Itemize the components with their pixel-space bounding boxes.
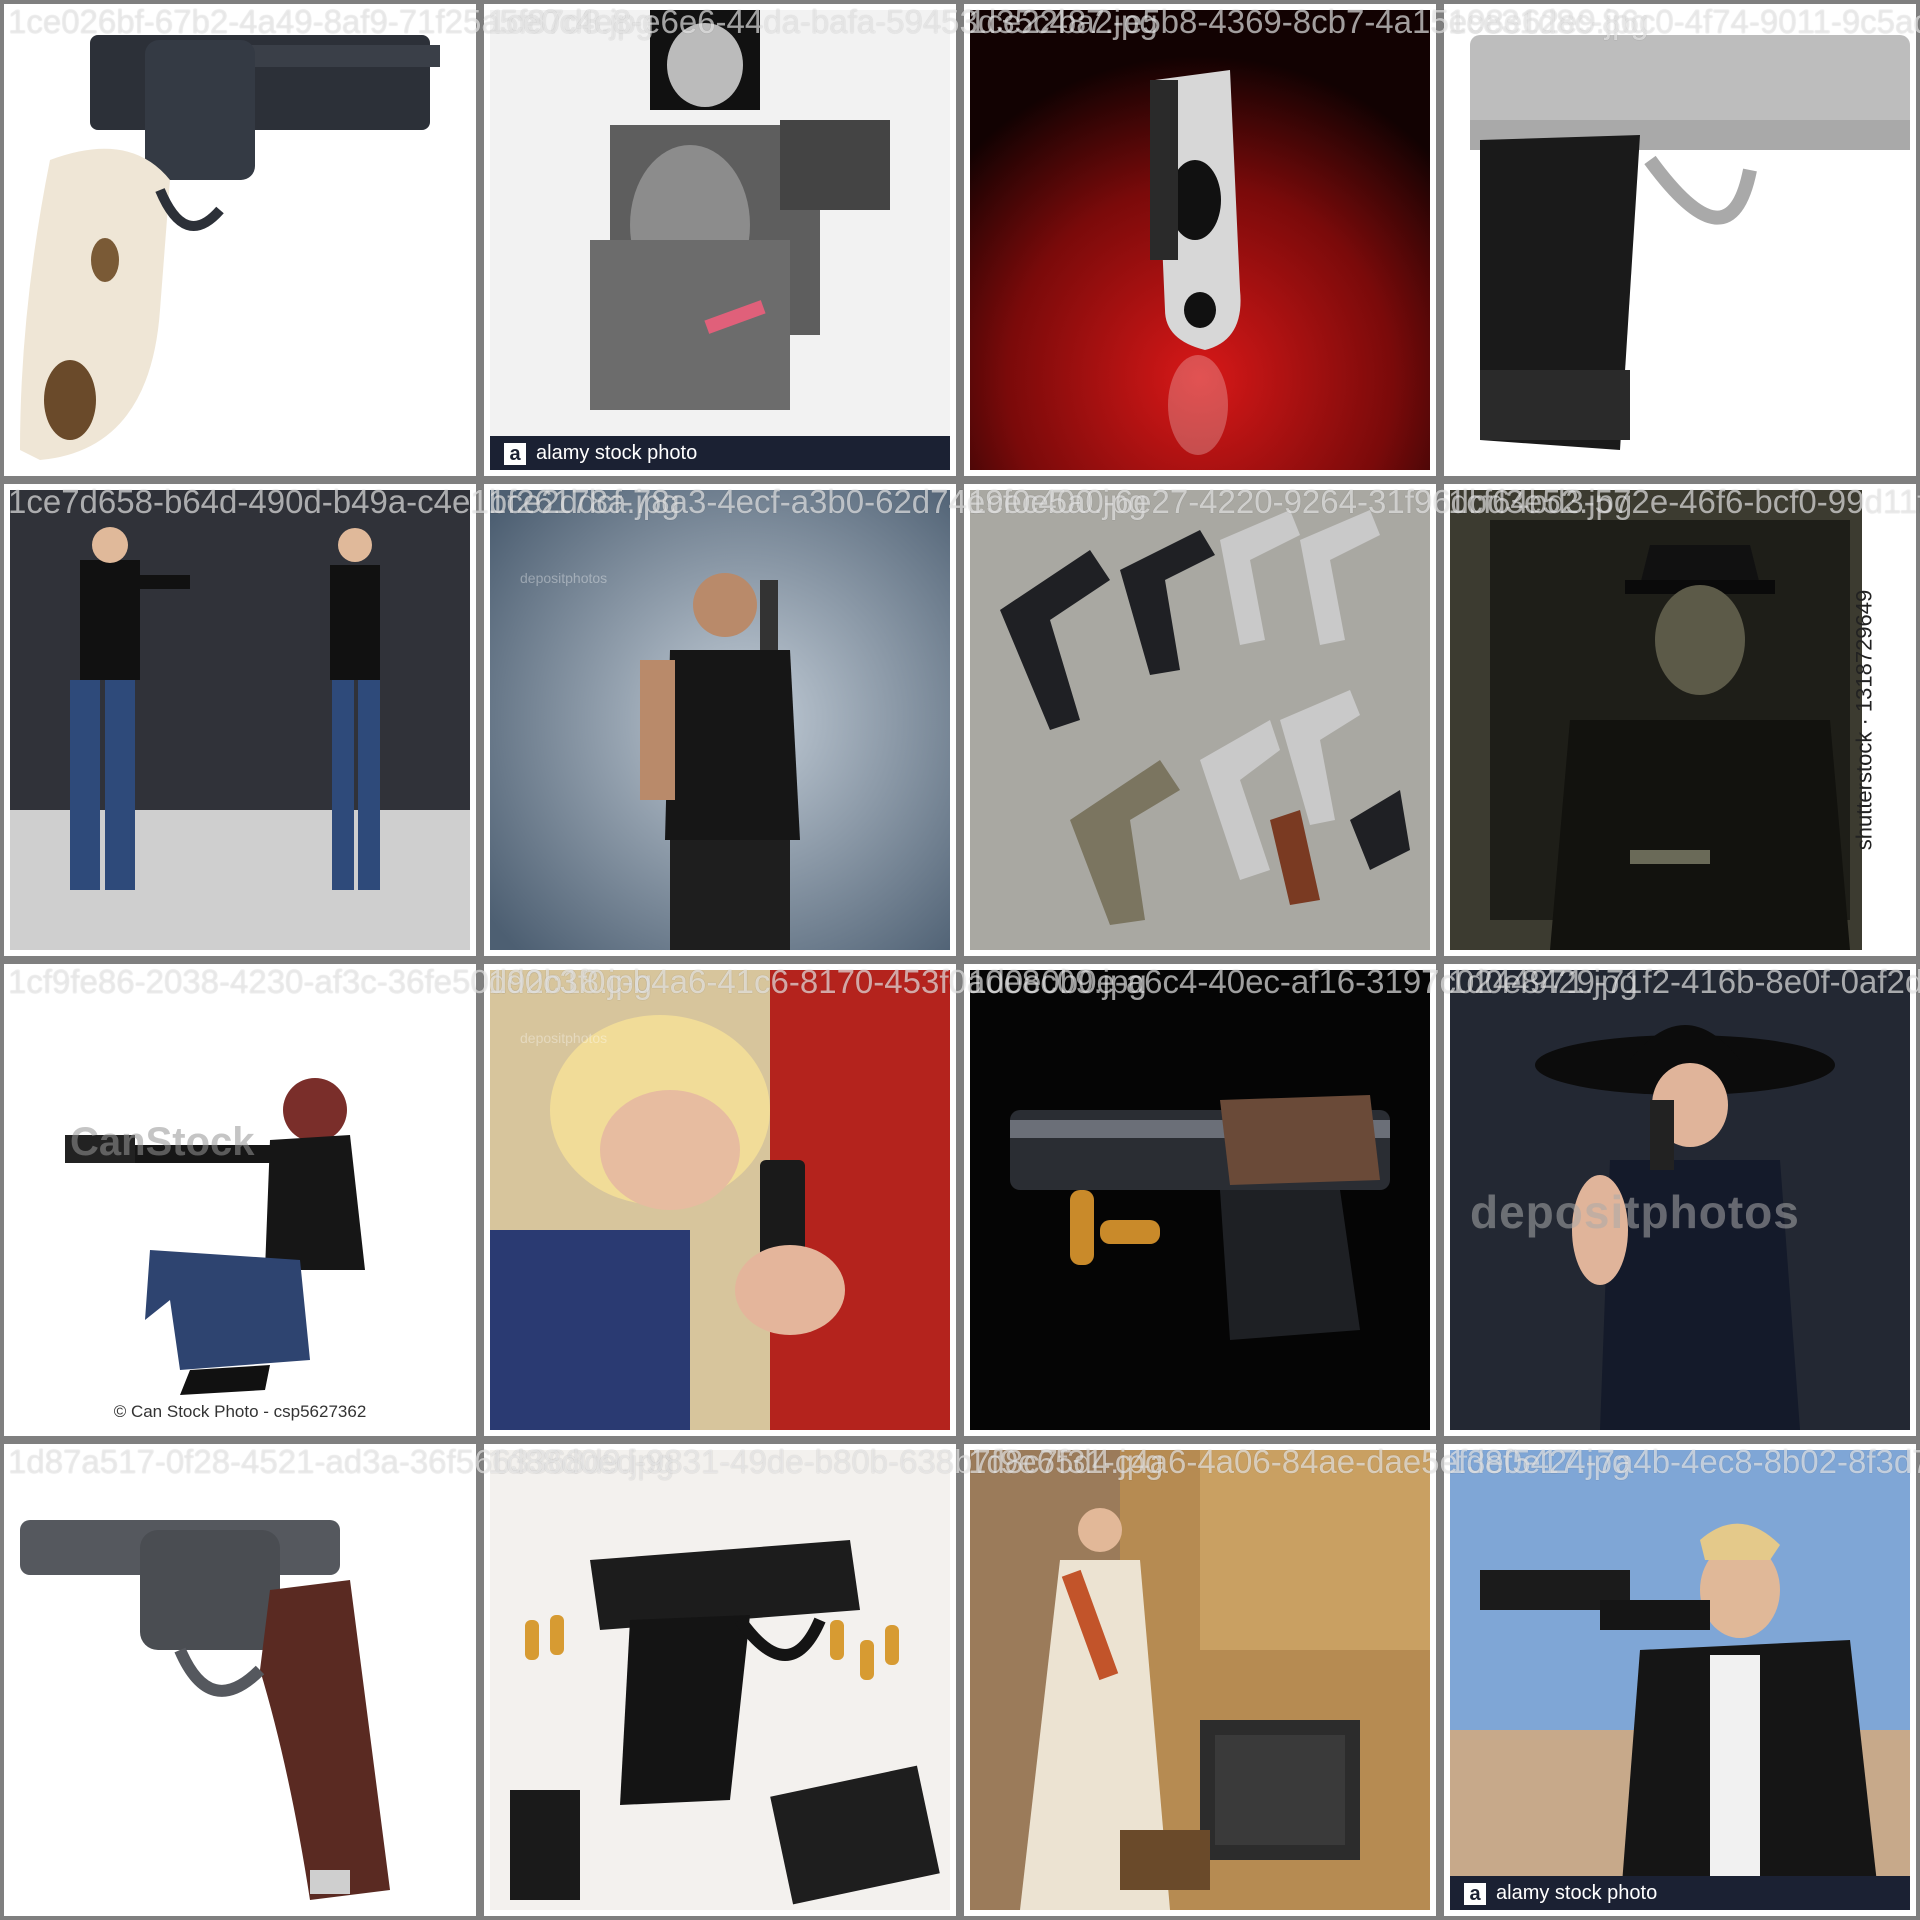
xray-photo: a alamy stock photo [490,10,950,470]
grid-cell: 1cf0e5a0-6e27-4220-9264-31f96dbd3e52.jpg [960,480,1632,960]
woman-in-hat-photo: depositphotos [1450,970,1910,1430]
grid-cell: 1d0e0b0e-a6c4-40ec-af16-3197c0244971.jpg [960,960,1638,1440]
grid-cell: 1d87a517-0f28-4521-ad3a-36f5663368d9.jpg [0,1440,674,1920]
pistol-front-photo [970,10,1430,470]
revolver-wood-grip-photo [10,1450,470,1910]
man-in-suit-aiming-photo: a alamy stock photo [1450,1450,1910,1910]
woman-in-traditional-dress-photo [970,1450,1430,1910]
grid-cell: depositphotos 1d0c3f0c-b4a6-41c6-8170-45… [480,960,1147,1440]
grid-cell: 1ce026bf-67b2-4a49-8af9-71f25a5f87d8.jpg [0,0,654,480]
depositphotos-watermark: depositphotos [520,1030,608,1046]
grid-cell: depositphotos 1ce2ddcf-78a3-4ecf-a3b0-62… [480,480,1147,960]
grid-cell: CanStock © Can Stock Photo - csp5627362 … [0,960,652,1440]
canstock-watermark: CanStock [70,1120,255,1164]
canstock-footer: © Can Stock Photo - csp5627362 [113,1402,367,1421]
grid-cell: shutterstock · 1318729649 1cf64bd3-572e-… [1440,480,1920,960]
grid-cell: depositphotos 1d0e8429-71f2-416b-8e0f-0a… [1440,960,1920,1440]
grid-cell: 1ce22ba2-e5b8-4369-8cb7-4a15e98e62e9.jpg [960,0,1649,480]
blonde-woman-pistol-photo: depositphotos [490,970,950,1430]
noir-illustration-photo: shutterstock · 1318729649 [1450,490,1910,950]
depositphotos-watermark: depositphotos [520,570,608,586]
revolver-photo [10,10,470,470]
grid-cell: 1ce31d8c-86c0-4f74-9011-9c5ad5c0a6b1.jpg [1440,0,1920,480]
grid-cell: a alamy stock photo 1d8f5424-7a4b-4ec8-8b… [1440,1440,1920,1920]
shutterstock-watermark: shutterstock · 1318729649 [1851,589,1877,851]
pistol-photo [1450,10,1910,470]
handguns-collection-photo [970,490,1430,950]
man-with-pistol-photo: depositphotos [490,490,950,950]
alamy-watermark: a alamy stock photo [490,436,950,470]
grid-cell: 1ce7d658-b64d-490d-b49a-c4e1bf26178a.jpg [0,480,680,960]
glock-with-ammo-photo [490,1450,950,1910]
grid-cell: 1d88d0ed-9831-49de-b80b-638b7f9e65d4.jpg [480,1440,1163,1920]
shooters-photo [10,490,470,950]
depositphotos-watermark: depositphotos [1470,1186,1800,1238]
alamy-watermark: a alamy stock photo [1450,1876,1910,1910]
kneeling-shooter-photo: CanStock © Can Stock Photo - csp5627362 [10,970,470,1430]
grid-cell: a alamy stock photo 1ce0c4e8-e6e6-44da-ba… [480,0,1158,480]
shutterstock-strip: shutterstock · 1318729649 [1852,490,1910,950]
pistol-with-bullets-photo [970,970,1430,1430]
grid-cell: 1d8c7f31-c4a6-4a06-84ae-dae5ef3e0e17.jpg [960,1440,1630,1920]
